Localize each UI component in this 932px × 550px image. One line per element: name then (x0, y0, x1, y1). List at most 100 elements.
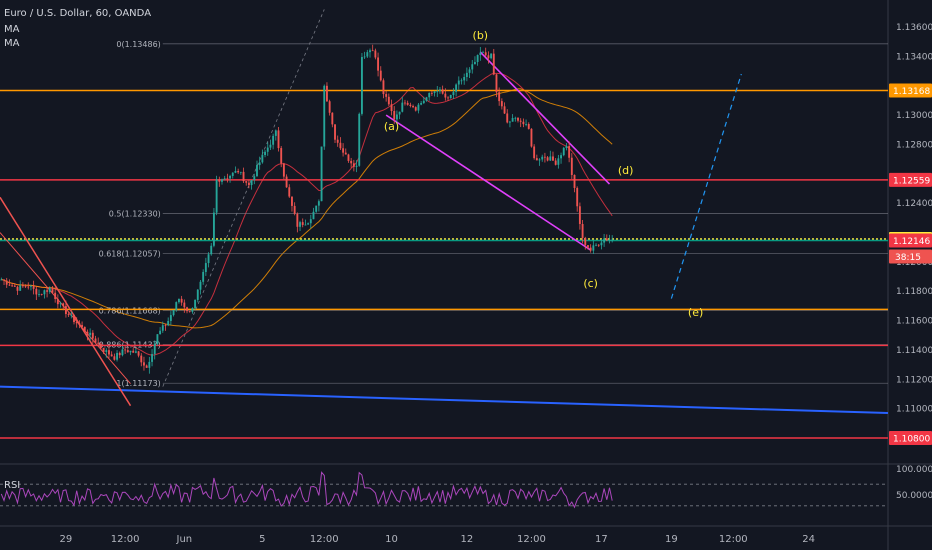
candle-body (164, 325, 167, 327)
candle-body (196, 289, 199, 300)
candle-body (132, 350, 135, 353)
candle-body (455, 84, 458, 92)
candle-body (293, 205, 296, 214)
candle-body (543, 156, 546, 158)
candle-body (342, 148, 345, 153)
candle-body (239, 171, 242, 173)
candle-body (67, 314, 70, 316)
candle-body (140, 355, 143, 363)
candle-body (605, 238, 608, 241)
candle-body (223, 178, 226, 180)
candle-body (336, 139, 339, 143)
candle-body (91, 332, 94, 339)
candle-body (256, 165, 258, 177)
candle-body (143, 362, 145, 366)
candle-body (186, 307, 188, 312)
candle-body (433, 91, 436, 93)
candle-body (358, 113, 361, 166)
candle-body (226, 178, 229, 180)
candle-body (285, 176, 288, 188)
candle-body (266, 147, 269, 152)
candle-body (608, 239, 611, 241)
fib-level-label: 1(1.11173) (116, 379, 160, 388)
price-tick-label: 1.11000 (896, 405, 932, 415)
candle-body (444, 93, 447, 98)
candle-body (525, 123, 528, 125)
price-axis-badge (889, 83, 932, 98)
time-tick-label: 12:00 (111, 534, 140, 545)
candle-body (382, 80, 385, 95)
candle-body (533, 146, 536, 159)
candle-body (288, 187, 291, 197)
candle-body (212, 212, 215, 246)
rsi-label: RSI (4, 480, 21, 491)
candle-body (183, 302, 186, 308)
candle-body (468, 69, 471, 73)
candle-body (587, 245, 589, 248)
candle-body (27, 286, 30, 288)
candle-body (334, 124, 336, 140)
candle-body (552, 156, 554, 161)
candle-body (463, 76, 466, 81)
candle-body (231, 172, 234, 176)
abc-channel-upper (479, 51, 611, 185)
candle-body (169, 315, 172, 321)
candle-body (562, 147, 565, 156)
candle-body (527, 123, 530, 129)
fib-level-label: 0.786(1.11668) (99, 307, 161, 316)
candle-body (541, 156, 544, 160)
indicator-ma-2[interactable]: MA (4, 38, 20, 49)
candle-body (62, 303, 65, 307)
time-tick-label: 29 (60, 534, 73, 545)
candle-body (511, 118, 514, 122)
candle-body (19, 285, 22, 291)
price-tick-label: 1.12800 (896, 140, 932, 150)
candle-body (317, 201, 320, 206)
candle-body (51, 287, 54, 293)
price-axis-badge (889, 430, 932, 445)
candle-body (498, 92, 501, 102)
candle-body (35, 288, 38, 295)
candle-body (48, 287, 51, 292)
candle-body (118, 352, 121, 356)
candle-body (320, 146, 323, 202)
candle-body (366, 52, 369, 57)
candle-body (554, 160, 557, 165)
candle-body (568, 146, 571, 158)
candle-body (277, 130, 280, 149)
candle-body (38, 294, 40, 295)
wave-label: (b) (473, 29, 489, 42)
candle-body (439, 89, 441, 91)
candle-body (479, 52, 482, 56)
candle-body (323, 85, 326, 147)
candle-body (390, 104, 393, 112)
candle-body (105, 350, 108, 352)
candle-body (94, 338, 97, 343)
price-axis-badge (889, 172, 932, 187)
wave-label: (c) (583, 277, 598, 290)
candle-body (395, 114, 398, 120)
candle-body (422, 100, 425, 104)
indicator-ma-1[interactable]: MA (4, 24, 20, 35)
candle-body (406, 102, 409, 105)
candle-body (204, 263, 207, 272)
symbol-title: Euro / U.S. Dollar, 60, OANDA (4, 8, 152, 19)
price-tick-label: 1.13400 (896, 52, 932, 62)
candle-body (387, 96, 390, 105)
time-tick-label: 19 (665, 534, 678, 545)
candle-body (557, 158, 560, 165)
candle-body (393, 111, 396, 120)
candle-body (291, 196, 293, 206)
candle-body (581, 223, 584, 238)
candle-body (425, 97, 428, 101)
candle-body (89, 332, 92, 335)
candle-body (374, 50, 377, 58)
candle-body (159, 330, 162, 335)
rsi-line (0, 471, 613, 509)
time-tick-label: 12:00 (719, 534, 748, 545)
time-tick-label: 24 (802, 534, 815, 545)
price-axis-badge-text: 1.12559 (893, 176, 930, 186)
candle-body (245, 181, 248, 183)
